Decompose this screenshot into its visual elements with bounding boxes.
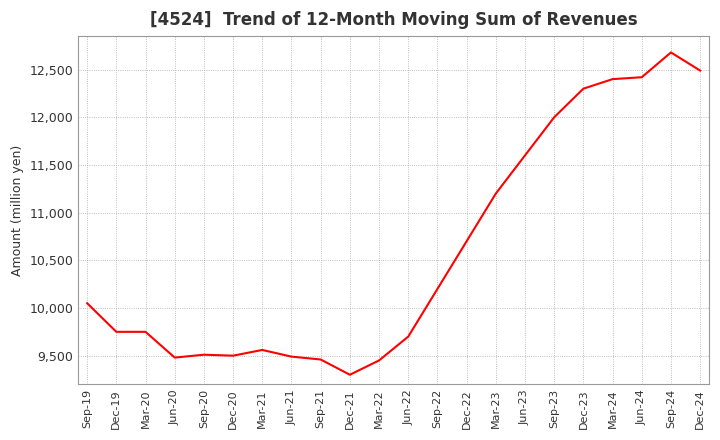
Y-axis label: Amount (million yen): Amount (million yen) xyxy=(11,145,24,276)
Title: [4524]  Trend of 12-Month Moving Sum of Revenues: [4524] Trend of 12-Month Moving Sum of R… xyxy=(150,11,637,29)
